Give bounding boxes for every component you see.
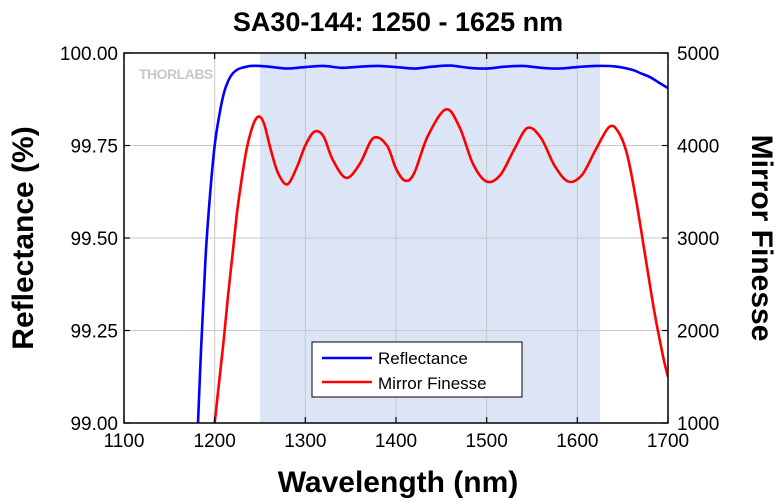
- y-tick-label: 99.75: [70, 137, 118, 158]
- y-tick-label: 99.00: [70, 414, 118, 435]
- y2-axis-title: Mirror Finesse: [745, 135, 778, 342]
- axis-ticks: 1100 1200 1300 1400 1500 1600 1700 99.00 99.25 99…: [60, 44, 719, 452]
- series-line-reflectance: [196, 64, 668, 423]
- y-tick-label: 99.25: [70, 322, 118, 343]
- y2-tick-label: 1000: [677, 414, 719, 435]
- series-layer: [196, 64, 668, 423]
- y-tick-label: 100.00: [60, 44, 118, 65]
- legend-label-reflectance: Reflectance: [378, 349, 468, 368]
- y-tick-label: 99.50: [70, 229, 118, 250]
- y2-tick-label: 3000: [677, 229, 719, 250]
- x-tick-label: 1400: [375, 431, 417, 452]
- x-tick-label: 1200: [194, 431, 236, 452]
- thorlabs-logo: THORLABS: [139, 66, 213, 82]
- series-line-mirror-finesse: [213, 108, 668, 423]
- legend-label-mirror-finesse: Mirror Finesse: [378, 374, 487, 393]
- legend-box: [311, 341, 523, 398]
- x-tick-label: 1600: [556, 431, 598, 452]
- y-axis-title: Reflectance (%): [7, 126, 40, 349]
- x-tick-label: 1500: [466, 431, 508, 452]
- y2-tick-label: 4000: [677, 137, 719, 158]
- y2-tick-label: 2000: [677, 322, 719, 343]
- chart-title: SA30-144: 1250 - 1625 nm: [233, 7, 563, 37]
- y2-tick-label: 5000: [677, 44, 719, 65]
- x-axis-title: Wavelength (nm): [278, 466, 519, 499]
- legend: Reflectance Mirror Finesse: [311, 341, 523, 398]
- x-tick-label: 1100: [104, 431, 145, 452]
- x-tick-label: 1700: [647, 431, 689, 452]
- x-tick-label: 1300: [284, 431, 326, 452]
